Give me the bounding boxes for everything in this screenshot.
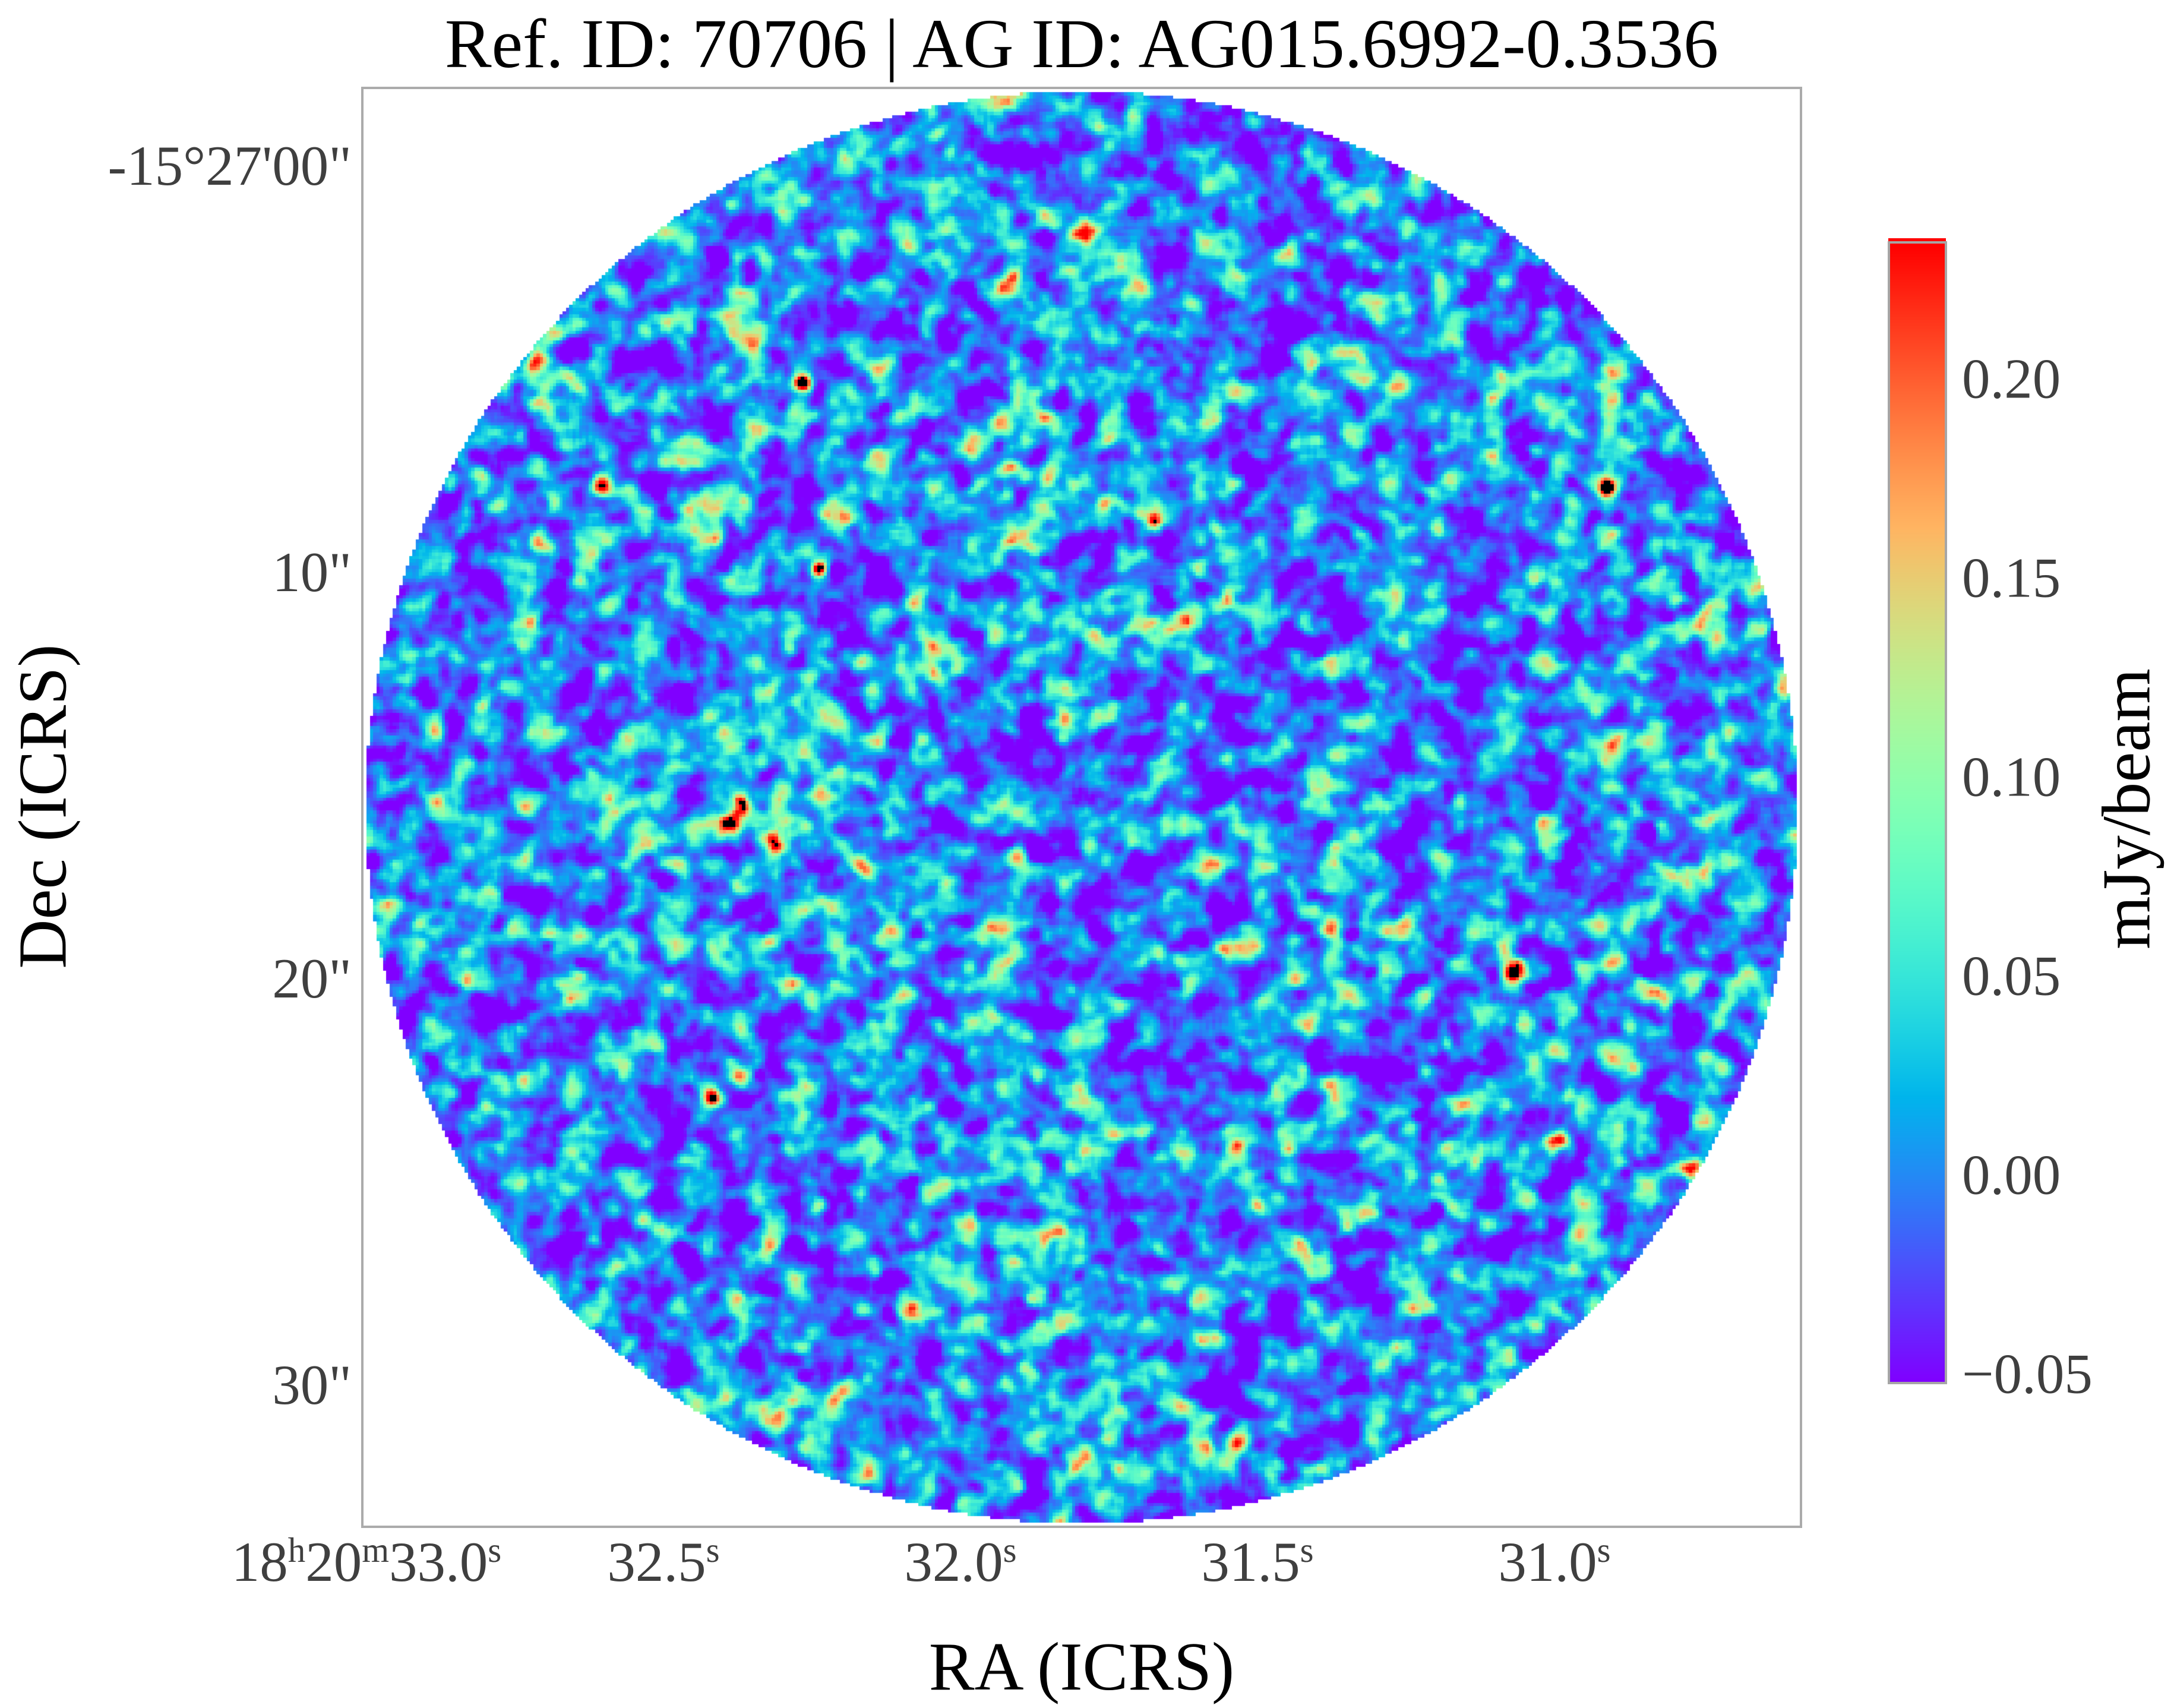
- colorbar-tick-label: 0.00: [1962, 1143, 2061, 1207]
- colorbar-tick-label: 0.10: [1962, 745, 2061, 809]
- ra-tick-label: 18h20m33.0s: [231, 1530, 502, 1593]
- dec-tick-label: 20": [272, 947, 352, 1010]
- colorbar-top-edge: [1888, 238, 1946, 241]
- dec-tick-label: 10": [272, 541, 352, 604]
- colorbar-tick-label: 0.20: [1962, 347, 2061, 411]
- colorbar-tick-label: −0.05: [1962, 1342, 2093, 1406]
- ra-tick-label: 31.5s: [1201, 1530, 1314, 1593]
- colorbar: [1888, 241, 1947, 1384]
- ra-tick-label: 32.0s: [904, 1530, 1017, 1593]
- colorbar-label: mJy/beam: [2088, 668, 2164, 949]
- dec-tick-label: 30": [272, 1353, 352, 1416]
- x-axis-label: RA (ICRS): [928, 1629, 1235, 1704]
- colorbar-gradient: [1890, 244, 1945, 1382]
- ra-tick-label: 31.0s: [1498, 1530, 1611, 1593]
- figure-title: Ref. ID: 70706 | AG ID: AG015.6992-0.353…: [444, 5, 1719, 83]
- colorbar-tick-label: 0.15: [1962, 546, 2061, 610]
- dec-tick-label: -15°27'00": [108, 134, 352, 197]
- axes-frame: [361, 87, 1802, 1528]
- y-axis-label: Dec (ICRS): [5, 644, 81, 969]
- ra-tick-label: 32.5s: [607, 1530, 720, 1593]
- colorbar-tick-label: 0.05: [1962, 944, 2061, 1008]
- sky-map-image: [364, 89, 1800, 1526]
